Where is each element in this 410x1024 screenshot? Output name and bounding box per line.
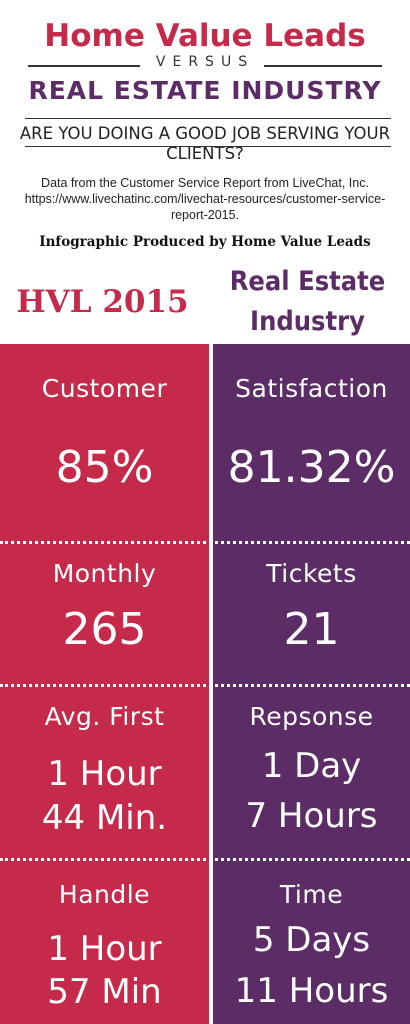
metric-label: Repsonse	[249, 702, 374, 731]
produced-by: Infographic Produced by Home Value Leads	[39, 234, 371, 250]
row-divider	[0, 858, 410, 861]
industry-value: 7 Hours	[245, 796, 378, 836]
industry-column-heading: Real Estate Industry	[215, 262, 400, 342]
divider	[28, 65, 140, 67]
row-divider	[0, 541, 410, 544]
industry-value: 21	[283, 604, 340, 655]
source-line: Data from the Customer Service Report fr…	[41, 176, 369, 190]
metric-label: Avg. First	[44, 702, 165, 731]
hvl-value: 57 Min	[47, 972, 162, 1012]
industry-title: REAL ESTATE INDUSTRY	[28, 76, 382, 105]
industry-heading-line: Real Estate	[229, 266, 386, 297]
divider	[264, 65, 382, 67]
row-divider	[0, 684, 410, 687]
metric-label: Monthly	[52, 559, 157, 588]
hvl-value: 85%	[55, 442, 154, 493]
metric-label: Handle	[58, 880, 151, 909]
divider	[25, 146, 391, 147]
source-url: https://www.livechatinc.com/livechat-res…	[24, 192, 386, 206]
source-note: Data from the Customer Service Report fr…	[8, 175, 402, 223]
hvl-column-heading: HVL 2015	[16, 284, 189, 320]
question-text: ARE YOU DOING A GOOD JOB SERVING YOUR CL…	[19, 124, 391, 163]
metric-label: Satisfaction	[235, 374, 388, 403]
page-title: Home Value Leads	[44, 18, 366, 54]
hvl-value: 265	[62, 604, 147, 655]
industry-value: 5 Days	[252, 920, 371, 960]
divider	[25, 118, 391, 119]
hvl-value: 1 Hour	[47, 754, 162, 794]
source-url: report-2015.	[170, 208, 240, 222]
hvl-value: 44 Min.	[41, 798, 168, 838]
metric-label: Tickets	[266, 559, 357, 588]
metric-label: Customer	[41, 374, 168, 403]
industry-value: 81.32%	[227, 442, 396, 493]
versus-label: VERSUS	[155, 54, 255, 70]
industry-heading-line: Industry	[250, 306, 365, 337]
metric-label: Time	[279, 880, 344, 909]
industry-value: 1 Day	[261, 746, 362, 786]
industry-value: 11 Hours	[234, 971, 389, 1011]
hvl-value: 1 Hour	[47, 929, 162, 969]
